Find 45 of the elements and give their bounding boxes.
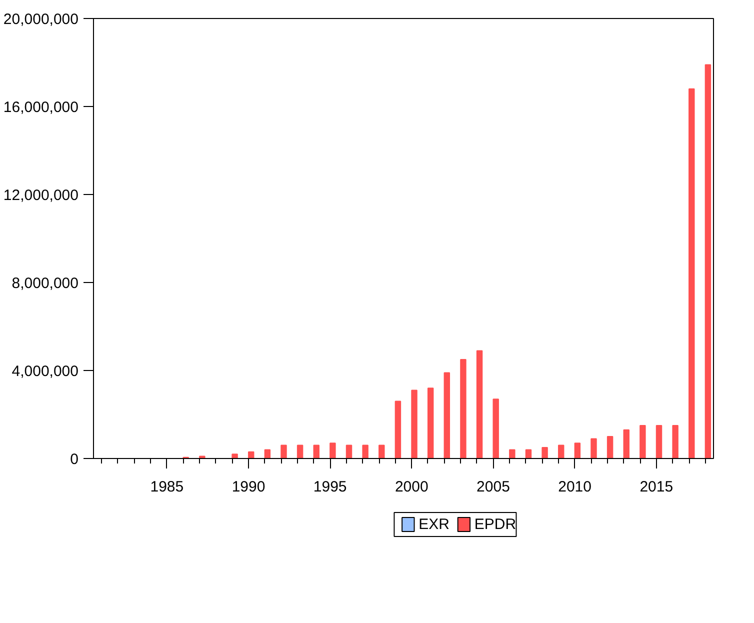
bar — [574, 442, 581, 458]
x-tick-label: 2015 — [640, 478, 674, 496]
bar — [688, 88, 695, 458]
x-tick-label: 2000 — [394, 478, 428, 496]
x-tick-label: 1995 — [313, 478, 347, 496]
bar — [296, 444, 304, 458]
y-tick-label: 16,000,000 — [3, 99, 79, 116]
legend-label: EXR — [418, 516, 450, 533]
bar — [542, 447, 548, 458]
bar — [476, 350, 483, 458]
bar — [640, 425, 646, 458]
x-tick-label: 2010 — [558, 478, 592, 496]
x-tick-label: 1990 — [232, 478, 266, 496]
bar — [444, 372, 450, 458]
y-tick-label: 8,000,000 — [12, 275, 79, 292]
bar — [492, 398, 499, 458]
bar — [460, 359, 466, 458]
bar — [362, 444, 368, 458]
bar — [330, 442, 336, 458]
x-tick-label: 1985 — [150, 478, 184, 496]
bar — [394, 400, 402, 458]
bar — [672, 425, 678, 458]
bar — [656, 425, 662, 458]
bar — [248, 451, 254, 458]
y-tick-label: 20,000,000 — [3, 11, 79, 28]
bar — [378, 444, 385, 458]
bar — [590, 438, 597, 458]
bar — [280, 444, 287, 458]
y-tick-label: 4,000,000 — [12, 363, 79, 380]
bar — [509, 449, 516, 458]
y-tick-label: 12,000,000 — [3, 187, 79, 204]
bar — [411, 390, 418, 458]
bar — [623, 429, 630, 458]
legend-label: EPDR — [474, 516, 516, 533]
bar — [525, 449, 532, 458]
bar — [232, 454, 238, 458]
bar — [704, 64, 712, 458]
bar — [346, 444, 352, 458]
bar — [264, 449, 271, 458]
y-tick-label: 0 — [70, 451, 78, 468]
bar — [427, 388, 434, 458]
x-tick-label: 2005 — [476, 478, 510, 496]
bar — [606, 436, 614, 458]
bar — [558, 444, 564, 458]
bar — [313, 444, 320, 458]
